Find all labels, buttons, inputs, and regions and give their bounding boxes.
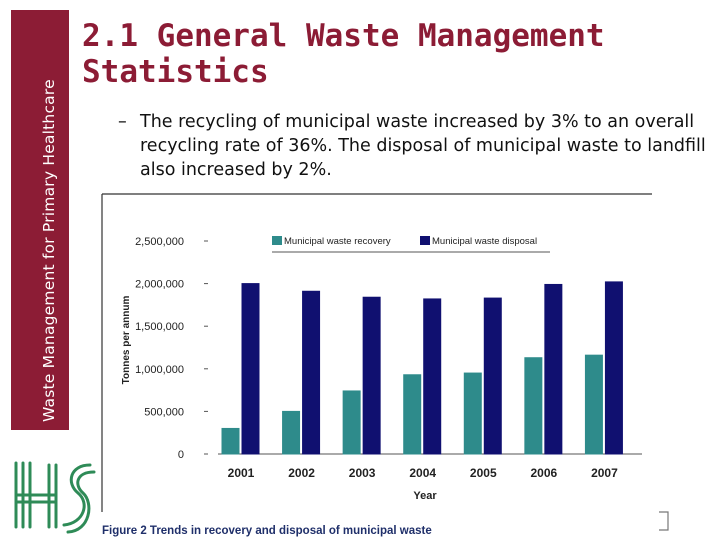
- y-tick-label: 2,500,000: [135, 236, 184, 248]
- bars-layer: [221, 281, 623, 455]
- bar: [584, 354, 603, 455]
- x-tick-label: 2001: [228, 466, 255, 480]
- chart-figure: 0 500,000 1,000,000 1,500,000 2,000,000 2,500…: [100, 192, 660, 540]
- bar: [362, 296, 381, 455]
- sidebar-label: Waste Management for Primary Healthcare: [40, 79, 58, 422]
- bar: [282, 410, 301, 455]
- slide-corner-bracket: [659, 511, 669, 531]
- bar: [544, 283, 563, 455]
- bar: [403, 374, 422, 455]
- x-axis-label: Year: [413, 490, 437, 502]
- legend-label: Municipal waste disposal: [432, 236, 537, 247]
- legend-label: Municipal waste recovery: [284, 236, 391, 247]
- bullet-dash: –: [118, 112, 127, 132]
- bar: [483, 297, 502, 455]
- hse-logo-icon: [14, 461, 96, 534]
- x-tick-label: 2003: [349, 466, 376, 480]
- x-tick-label: 2006: [531, 466, 558, 480]
- x-tick-label: 2007: [591, 466, 618, 480]
- x-tick-label: 2005: [470, 466, 497, 480]
- y-axis-label: Tonnes per annum: [121, 296, 132, 385]
- legend-layer: Municipal waste recovery Municipal waste …: [272, 236, 550, 253]
- bar: [604, 281, 623, 455]
- bar: [302, 290, 321, 455]
- bar: [221, 427, 240, 455]
- chart-caption: Figure 2 Trends in recovery and disposal…: [102, 525, 432, 537]
- slide-title: 2.1 General Waste Management Statistics: [82, 18, 605, 90]
- bar: [241, 283, 260, 455]
- y-tick-label: 1,000,000: [135, 364, 184, 376]
- y-tick-label: 0: [178, 449, 184, 461]
- y-tick-label: 2,000,000: [135, 279, 184, 291]
- bar: [463, 372, 482, 455]
- legend-swatch: [272, 236, 282, 245]
- y-tick-label: 1,500,000: [135, 321, 184, 333]
- sidebar-band: [11, 10, 69, 430]
- bullet-point: – The recycling of municipal waste incre…: [118, 110, 718, 182]
- bar: [342, 390, 361, 455]
- bar: [423, 298, 442, 455]
- legend-swatch: [420, 236, 430, 245]
- bar: [524, 357, 543, 455]
- x-tick-label: 2004: [409, 466, 436, 480]
- bullet-text: The recycling of municipal waste increas…: [140, 112, 706, 180]
- y-tick-label: 500,000: [144, 406, 184, 418]
- x-tick-label: 2002: [288, 466, 315, 480]
- chart-svg: 0 500,000 1,000,000 1,500,000 2,000,000 2,500…: [101, 193, 652, 537]
